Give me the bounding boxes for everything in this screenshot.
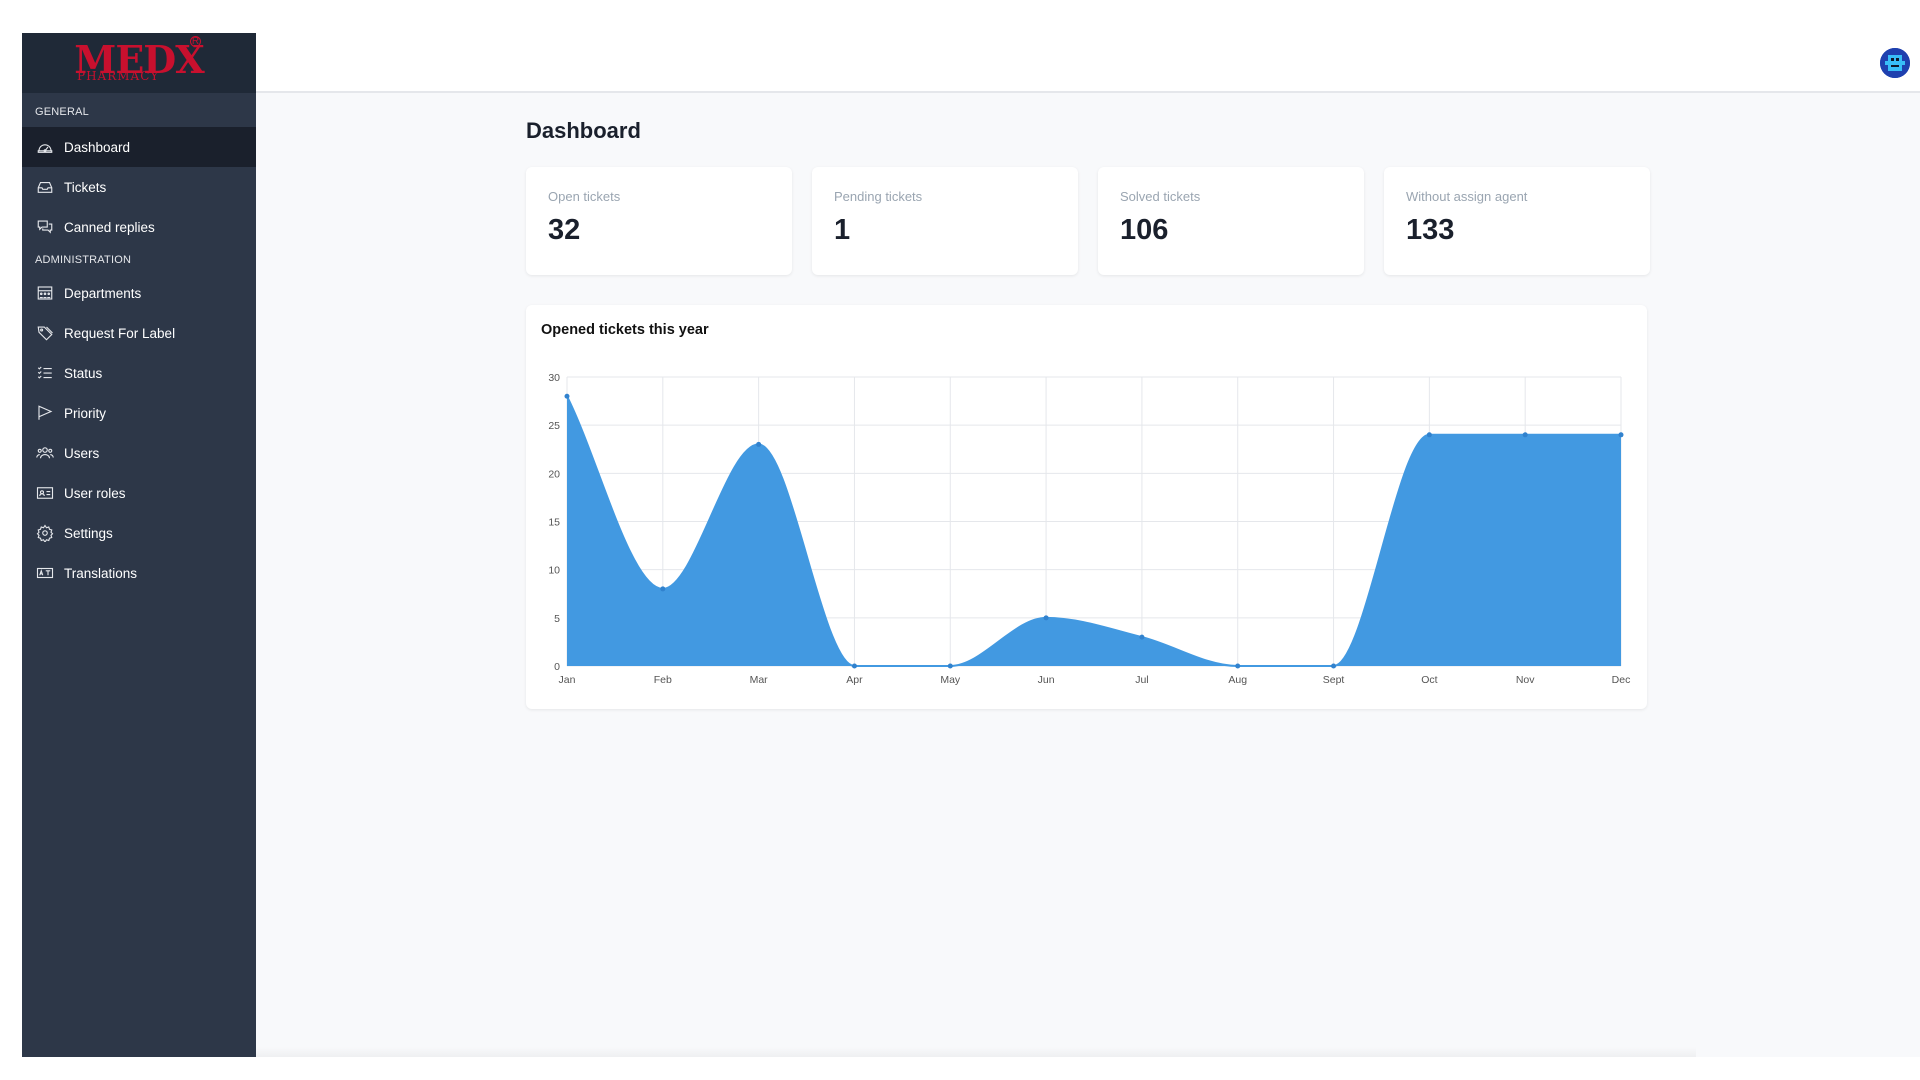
y-tick-label: 0 <box>554 661 560 673</box>
app-window: MEDX PHARMACY R GENERAL Dashboard Ticket… <box>22 33 1920 1057</box>
sidebar-item-user-roles[interactable]: User roles <box>22 473 256 513</box>
gear-icon <box>35 523 55 543</box>
data-point <box>1043 615 1049 621</box>
stat-label: Solved tickets <box>1120 189 1201 204</box>
brand-logo[interactable]: MEDX PHARMACY R <box>22 33 256 93</box>
data-point <box>1618 432 1624 438</box>
checklist-icon <box>35 363 55 383</box>
x-tick-label: Jun <box>1038 674 1055 686</box>
sidebar-item-label: Tickets <box>64 179 107 195</box>
section-general: GENERAL <box>35 106 89 118</box>
sidebar-item-label: Canned replies <box>64 219 155 235</box>
stat-card-solved: Solved tickets 106 <box>1098 167 1364 275</box>
data-point <box>660 586 666 592</box>
x-tick-label: Sept <box>1323 674 1345 686</box>
chart-title: Opened tickets this year <box>541 322 709 338</box>
x-tick-label: Dec <box>1612 674 1631 686</box>
x-tick-label: Oct <box>1421 674 1437 686</box>
x-tick-label: Aug <box>1228 674 1247 686</box>
data-point <box>1426 432 1432 438</box>
x-tick-label: Jul <box>1135 674 1148 686</box>
stat-card-open: Open tickets 32 <box>526 167 792 275</box>
data-point <box>1331 663 1337 669</box>
sidebar-item-priority[interactable]: Priority <box>22 393 256 433</box>
stat-value: 106 <box>1120 214 1169 246</box>
bottom-shadow <box>256 1047 1696 1057</box>
x-tick-label: Apr <box>846 674 863 686</box>
office-icon <box>35 283 55 303</box>
id-card-icon <box>35 483 55 503</box>
sidebar-item-settings[interactable]: Settings <box>22 513 256 553</box>
user-avatar[interactable] <box>1880 48 1910 78</box>
chat-bubbles-icon <box>35 217 55 237</box>
stat-label: Pending tickets <box>834 189 923 204</box>
sidebar-item-departments[interactable]: Departments <box>22 273 256 313</box>
gauge-icon <box>35 137 55 157</box>
x-tick-label: Mar <box>750 674 769 686</box>
users-icon <box>35 443 55 463</box>
sidebar-item-tickets[interactable]: Tickets <box>22 167 256 207</box>
y-tick-label: 20 <box>548 468 560 480</box>
x-tick-label: Feb <box>654 674 672 686</box>
sidebar-item-label: Request For Label <box>64 325 176 341</box>
sidebar-item-label: User roles <box>64 485 126 501</box>
y-tick-label: 30 <box>548 372 560 384</box>
stat-card-pending: Pending tickets 1 <box>812 167 1078 275</box>
x-tick-label: Nov <box>1516 674 1535 686</box>
y-tick-label: 10 <box>548 565 560 577</box>
sidebar-item-label: Settings <box>64 525 113 541</box>
section-administration: ADMINISTRATION <box>35 254 132 266</box>
series-area <box>567 396 1621 666</box>
sidebar-item-status[interactable]: Status <box>22 353 256 393</box>
data-point <box>756 441 762 447</box>
sidebar-item-label: Dashboard <box>64 139 131 155</box>
brand-name: MEDX <box>74 37 204 82</box>
data-point <box>1522 432 1528 438</box>
sidebar-item-request-for-label[interactable]: Request For Label <box>22 313 256 353</box>
data-point <box>851 663 857 669</box>
x-tick-label: May <box>940 674 961 686</box>
stat-value: 133 <box>1406 214 1455 246</box>
translate-icon <box>35 563 55 583</box>
avatar-icon <box>1880 48 1910 78</box>
sidebar-item-translations[interactable]: Translations <box>22 553 256 593</box>
stat-value: 32 <box>548 214 581 246</box>
data-point <box>1235 663 1241 669</box>
opened-tickets-chart: 0 5 10 15 20 25 30 Jan Feb Mar Apr May Jun Jul Aug Sept… <box>548 372 1631 686</box>
stat-label: Open tickets <box>548 189 621 204</box>
data-point <box>1139 634 1145 640</box>
sidebar-item-users[interactable]: Users <box>22 433 256 473</box>
page-title: Dashboard <box>526 118 641 143</box>
data-point <box>947 663 953 669</box>
sidebar-item-label: Priority <box>64 405 107 421</box>
sidebar-item-label: Translations <box>64 565 138 581</box>
x-tick-label: Jan <box>559 674 576 686</box>
sidebar: MEDX PHARMACY R GENERAL Dashboard Ticket… <box>22 33 256 1057</box>
top-bar <box>256 33 1920 93</box>
sidebar-item-label: Status <box>64 365 103 381</box>
stat-card-unassigned: Without assign agent 133 <box>1384 167 1650 275</box>
sidebar-item-dashboard[interactable]: Dashboard <box>22 127 256 167</box>
chart-card: 0 5 10 15 20 25 30 Jan Feb Mar Apr May Jun Jul Aug Sept… <box>526 305 1647 709</box>
tag-icon <box>35 323 55 343</box>
registered-mark: R <box>190 36 201 47</box>
y-tick-label: 15 <box>548 517 560 529</box>
sidebar-item-label: Users <box>64 445 100 461</box>
inbox-icon <box>35 177 55 197</box>
y-tick-label: 25 <box>548 420 560 432</box>
flag-icon <box>35 403 55 423</box>
stat-value: 1 <box>834 214 851 246</box>
brand-subtitle: PHARMACY <box>77 69 160 83</box>
stat-label: Without assign agent <box>1406 189 1528 204</box>
sidebar-item-canned-replies[interactable]: Canned replies <box>22 207 256 247</box>
data-point <box>564 393 570 399</box>
sidebar-item-label: Departments <box>64 285 142 301</box>
y-tick-label: 5 <box>554 613 560 625</box>
